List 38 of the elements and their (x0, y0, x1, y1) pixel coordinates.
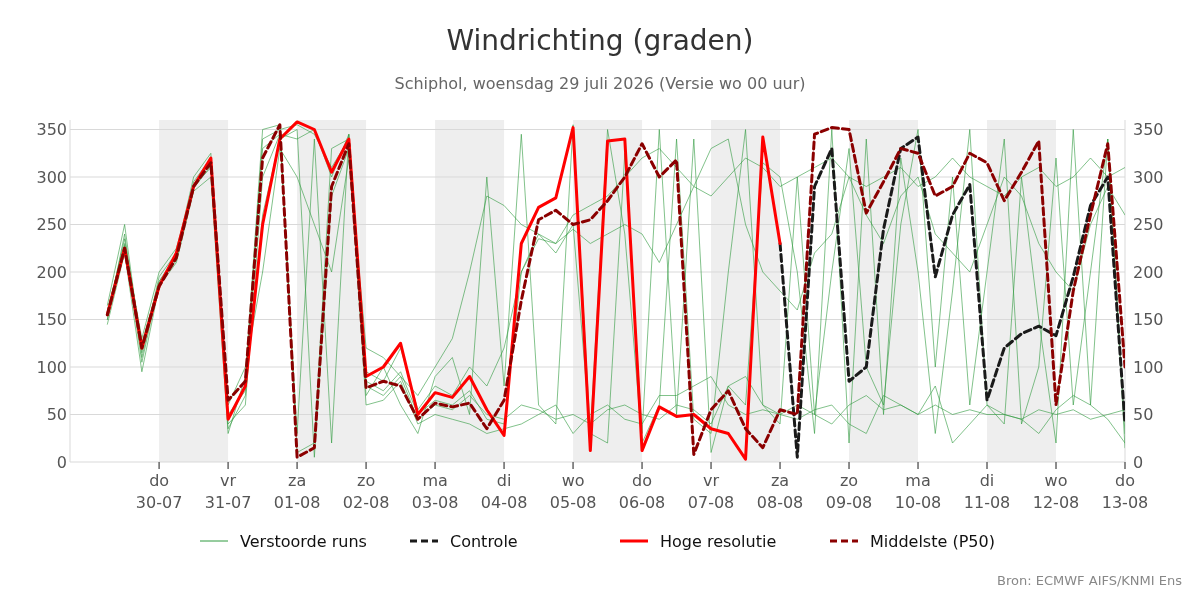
legend-label: Hoge resolutie (660, 531, 777, 551)
y-tick-label: 300 (36, 167, 67, 187)
x-tick-label: za 01-08 (273, 471, 321, 512)
legend-label: Controle (450, 531, 518, 551)
x-tick-label: do 30-07 (135, 471, 183, 512)
x-tick-label: za 08-08 (756, 471, 804, 512)
chart-subtitle: Schiphol, woensdag 29 juli 2026 (Versie wo 00 uur) (394, 74, 806, 93)
x-tick-label: vr 07-08 (687, 471, 735, 512)
y2-tick-label: 0 (1133, 452, 1144, 472)
y2-tick-label: 150 (1133, 310, 1164, 330)
x-tick-label: di 04-08 (480, 471, 528, 512)
y-tick-label: 100 (36, 357, 67, 377)
y-tick-label: 150 (36, 310, 67, 330)
y-tick-label: 250 (36, 215, 67, 235)
y-tick-label: 0 (56, 452, 67, 472)
x-tick-label: wo 05-08 (549, 471, 597, 512)
x-tick-label: zo 09-08 (825, 471, 873, 512)
x-tick-label: vr 31-07 (204, 471, 252, 512)
y2-tick-label: 100 (1133, 357, 1164, 377)
y2-tick-label: 50 (1133, 405, 1154, 425)
y2-tick-label: 300 (1133, 167, 1164, 187)
y2-tick-label: 250 (1133, 215, 1164, 235)
y2-tick-label: 350 (1133, 120, 1164, 140)
text: Bron: ECMWF AIFS/KNMI Ens (997, 573, 1183, 588)
y-tick-label: 350 (36, 120, 67, 140)
chart-title: Windrichting (graden) (446, 24, 754, 57)
y-tick-label: 50 (46, 405, 67, 425)
x-tick-label: do 06-08 (618, 471, 666, 512)
x-tick-label: wo 12-08 (1032, 471, 1080, 512)
y2-tick-label: 200 (1133, 262, 1164, 282)
x-tick-label: ma 10-08 (894, 471, 942, 512)
y-tick-label: 200 (36, 262, 67, 282)
x-tick-label: zo 02-08 (342, 471, 390, 512)
legend-label: Middelste (P50) (870, 531, 995, 551)
x-tick-label: di 11-08 (963, 471, 1011, 512)
x-tick-label: do 13-08 (1101, 471, 1149, 512)
legend-label: Verstoorde runs (240, 531, 367, 551)
x-tick-label: ma 03-08 (411, 471, 459, 512)
